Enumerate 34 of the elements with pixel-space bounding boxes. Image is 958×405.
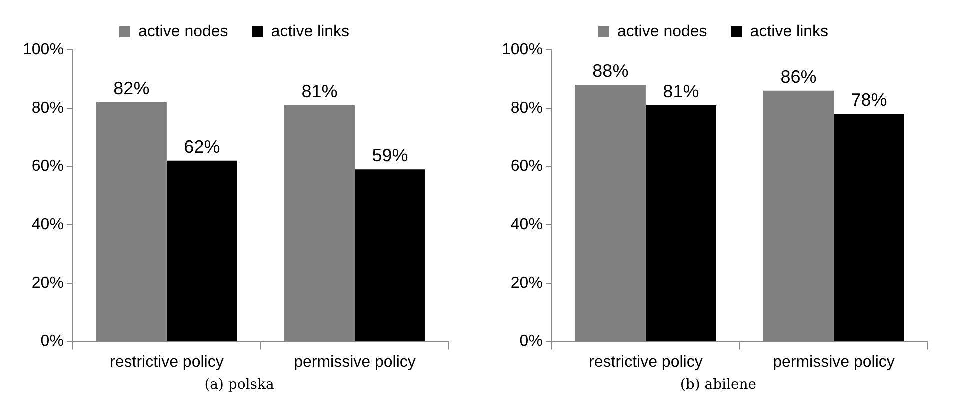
- y-tick-label: 60%: [32, 158, 64, 176]
- data-label: 86%: [780, 66, 817, 87]
- legend-label: active nodes: [138, 23, 228, 40]
- y-tick-label: 20%: [510, 274, 543, 292]
- y-tick-label: 20%: [32, 274, 64, 292]
- y-tick-label: 60%: [510, 158, 543, 176]
- x-tick-label: restrictive policy: [589, 354, 703, 371]
- text: (b) abilene: [679, 377, 758, 393]
- y-tick-label: 0%: [40, 333, 64, 350]
- bar: [354, 170, 426, 342]
- text: (a) polska: [204, 377, 276, 393]
- x-tick-label: permissive policy: [773, 354, 895, 371]
- data-label: 59%: [372, 146, 408, 166]
- data-label: 62%: [184, 136, 220, 157]
- data-label: 81%: [663, 81, 700, 102]
- data-label: 88%: [592, 60, 629, 81]
- y-tick-label: 80%: [510, 100, 543, 117]
- legend-label: active nodes: [617, 23, 708, 40]
- y-tick-label: 100%: [502, 41, 543, 58]
- y-tick-label: 40%: [32, 216, 64, 234]
- legend-label: active links: [271, 23, 350, 40]
- y-tick-label: 100%: [23, 41, 64, 58]
- x-tick-label: restrictive policy: [110, 354, 224, 371]
- bar: [646, 105, 716, 342]
- bar: [834, 114, 904, 342]
- bar: [166, 160, 238, 342]
- data-label: 82%: [114, 78, 150, 98]
- y-tick-label: 0%: [520, 333, 543, 350]
- data-label: 81%: [302, 81, 338, 102]
- legend-label: active links: [750, 23, 829, 40]
- y-tick-label: 80%: [32, 100, 64, 117]
- y-tick-label: 40%: [510, 216, 543, 234]
- x-tick-label: permissive policy: [294, 354, 416, 371]
- data-label: 78%: [851, 90, 888, 110]
